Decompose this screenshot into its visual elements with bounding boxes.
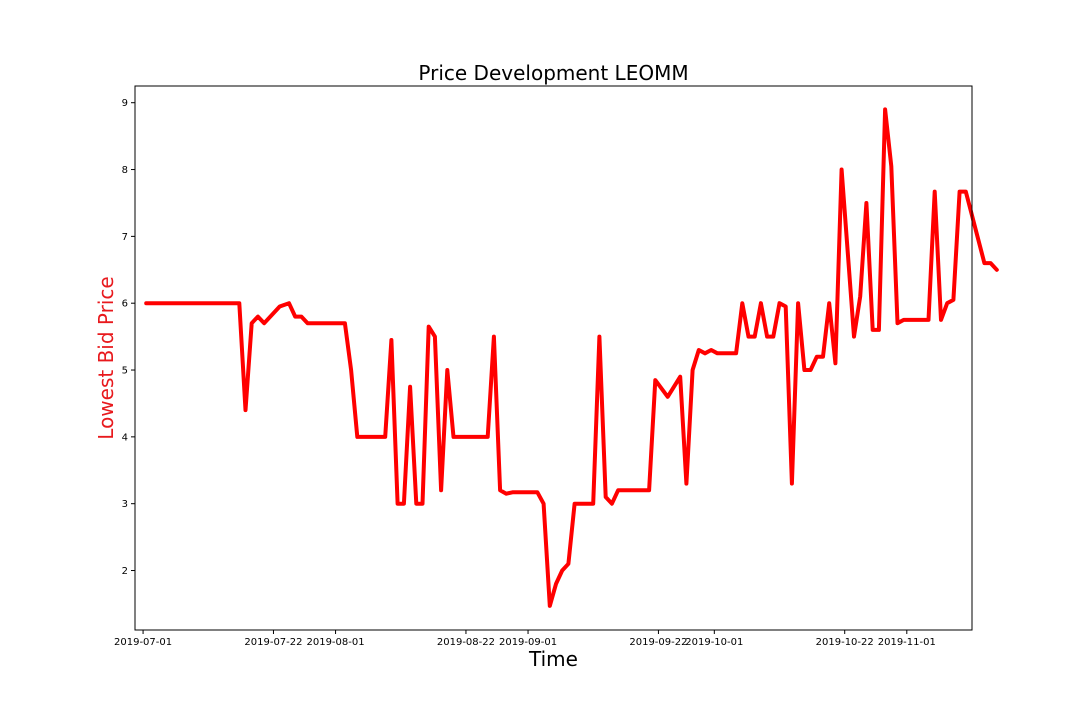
x-tick-label: 2019-08-01 (306, 637, 364, 648)
x-axis-label: Time (528, 647, 578, 671)
x-axis-ticks: 2019-07-01 2019-07-22 2019-08-01 2019-08-22… (114, 630, 936, 648)
plot-frame (134, 85, 973, 631)
x-tick-label: 2019-07-01 (114, 637, 172, 648)
x-tick-label: 2019-10-01 (685, 637, 743, 648)
y-axis-label: Lowest Bid Price (94, 276, 118, 439)
y-tick-label: 3 (122, 499, 128, 510)
x-tick-label: 2019-09-01 (499, 637, 557, 648)
x-tick-label: 2019-11-01 (878, 637, 936, 648)
x-tick-label: 2019-10-22 (816, 637, 874, 648)
y-tick-label: 4 (122, 432, 128, 443)
y-tick-label: 9 (122, 98, 128, 109)
y-tick-label: 6 (122, 299, 128, 310)
y-tick-label: 8 (122, 165, 128, 176)
series-line-0 (144, 107, 999, 608)
x-tick-label: 2019-07-22 (244, 637, 302, 648)
x-tick-label: 2019-09-22 (629, 637, 687, 648)
y-tick-label: 5 (122, 366, 128, 377)
data-layer (144, 107, 999, 608)
y-tick-label: 2 (122, 566, 128, 577)
y-tick-label: 7 (122, 232, 128, 243)
x-tick-label: 2019-08-22 (437, 637, 495, 648)
plot-area (135, 86, 972, 630)
y-axis-ticks: 2 3 4 5 6 7 8 9 (122, 98, 135, 577)
chart-title: Price Development LEOMM (418, 61, 688, 85)
